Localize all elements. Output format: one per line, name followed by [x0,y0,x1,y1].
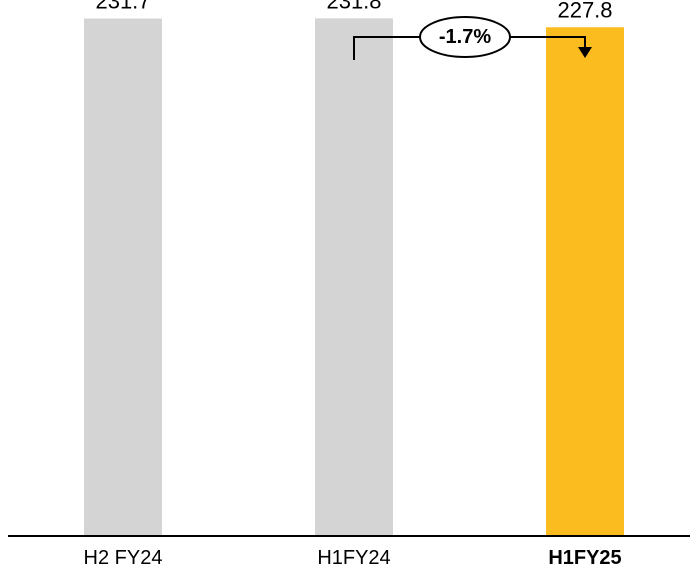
change-annotation: -1.7% [353,16,592,60]
value-label: 231.7 [95,0,150,14]
category-label: H1FY25 [548,547,621,569]
category-label: H1FY24 [317,547,390,569]
value-label: 231.8 [326,0,381,13]
value-labels-group: 231.7 231.8 227.8 [95,0,612,22]
annotation-ellipse [419,16,511,58]
category-label: H2 FY24 [84,547,163,569]
arrow-down-icon [578,47,592,58]
bar-h1fy25 [546,27,624,536]
annotation-label: -1.7% [439,26,491,48]
bar-h1fy24 [315,18,393,536]
value-label: 227.8 [557,0,612,22]
category-labels-group: H2 FY24 H1FY24 H1FY25 [84,547,622,569]
bar-h2-fy24 [84,18,162,536]
bars-group [84,18,624,536]
